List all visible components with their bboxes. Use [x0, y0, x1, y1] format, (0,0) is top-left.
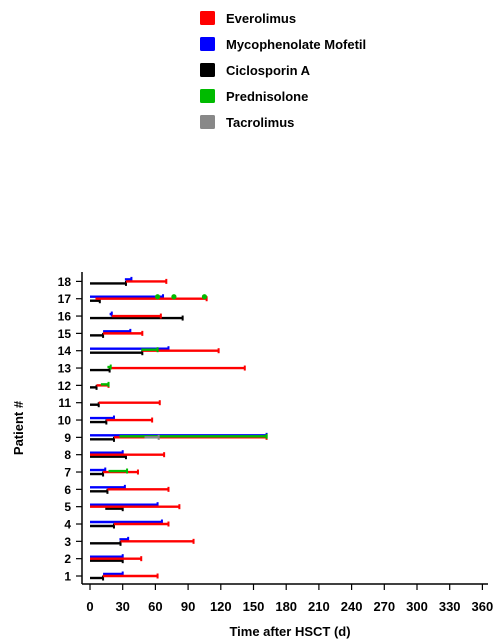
x-tick-label-60: 60	[148, 599, 162, 614]
y-tick-label-2: 2	[64, 552, 71, 566]
y-tick-label-10: 10	[58, 414, 72, 428]
y-tick-label-4: 4	[64, 518, 71, 532]
x-tick-label-270: 270	[373, 599, 395, 614]
legend-label-ciclosporin-a: Ciclosporin A	[226, 63, 311, 78]
legend-label-mycophenolate-mofetil: Mycophenolate Mofetil	[226, 37, 366, 52]
x-tick-label-90: 90	[181, 599, 195, 614]
treatment-bars	[90, 276, 268, 581]
legend-label-prednisolone: Prednisolone	[226, 89, 308, 104]
y-tick-label-1: 1	[64, 570, 71, 584]
x-tick-label-360: 360	[472, 599, 494, 614]
x-axis-label: Time after HSCT (d)	[229, 624, 350, 639]
y-tick-label-17: 17	[58, 292, 72, 306]
y-tick-label-11: 11	[58, 396, 71, 410]
y-tick-label-16: 16	[58, 310, 72, 324]
legend-swatch-mycophenolate-mofetil	[200, 37, 215, 51]
x-tick-label-330: 330	[439, 599, 461, 614]
x-tick-label-150: 150	[243, 599, 265, 614]
y-tick-label-8: 8	[64, 448, 71, 462]
x-tick-label-120: 120	[210, 599, 232, 614]
legend-swatch-tacrolimus	[200, 115, 215, 129]
axes: 0 30 60 90 120 150 180 210 240 270 300 330 360 12345…	[11, 272, 493, 639]
point-prednisolone-patient-17-2	[201, 294, 208, 300]
x-tick-label-300: 300	[406, 599, 428, 614]
y-tick-label-12: 12	[58, 379, 72, 393]
y-tick-label-14: 14	[58, 344, 72, 358]
legend-label-tacrolimus: Tacrolimus	[226, 115, 294, 130]
legend-swatch-ciclosporin-a	[200, 63, 215, 77]
x-tick-label-210: 210	[308, 599, 330, 614]
legend-swatch-everolimus	[200, 11, 215, 25]
y-tick-label-7: 7	[64, 466, 71, 480]
legend-label-everolimus: Everolimus	[226, 11, 296, 26]
y-tick-label-13: 13	[58, 362, 72, 376]
y-tick-label-3: 3	[64, 535, 71, 549]
x-tick-label-240: 240	[341, 599, 363, 614]
y-tick-label-15: 15	[58, 327, 72, 341]
x-tick-label-180: 180	[275, 599, 297, 614]
y-tick-label-6: 6	[64, 483, 71, 497]
legend-swatch-prednisolone	[200, 89, 215, 103]
point-prednisolone-patient-17-0	[154, 294, 161, 300]
point-prednisolone-patient-17-1	[171, 294, 177, 300]
legend: Everolimus Mycophenolate Mofetil Ciclospor…	[200, 11, 366, 130]
y-tick-label-5: 5	[64, 500, 71, 514]
x-tick-label-30: 30	[115, 599, 129, 614]
y-tick-label-18: 18	[58, 275, 72, 289]
y-tick-label-9: 9	[64, 431, 71, 445]
x-tick-label-0: 0	[86, 599, 93, 614]
x-ticks: 0 30 60 90 120 150 180 210 240 270 300 330 360	[86, 584, 493, 614]
y-axis-label: Patient #	[11, 400, 26, 455]
